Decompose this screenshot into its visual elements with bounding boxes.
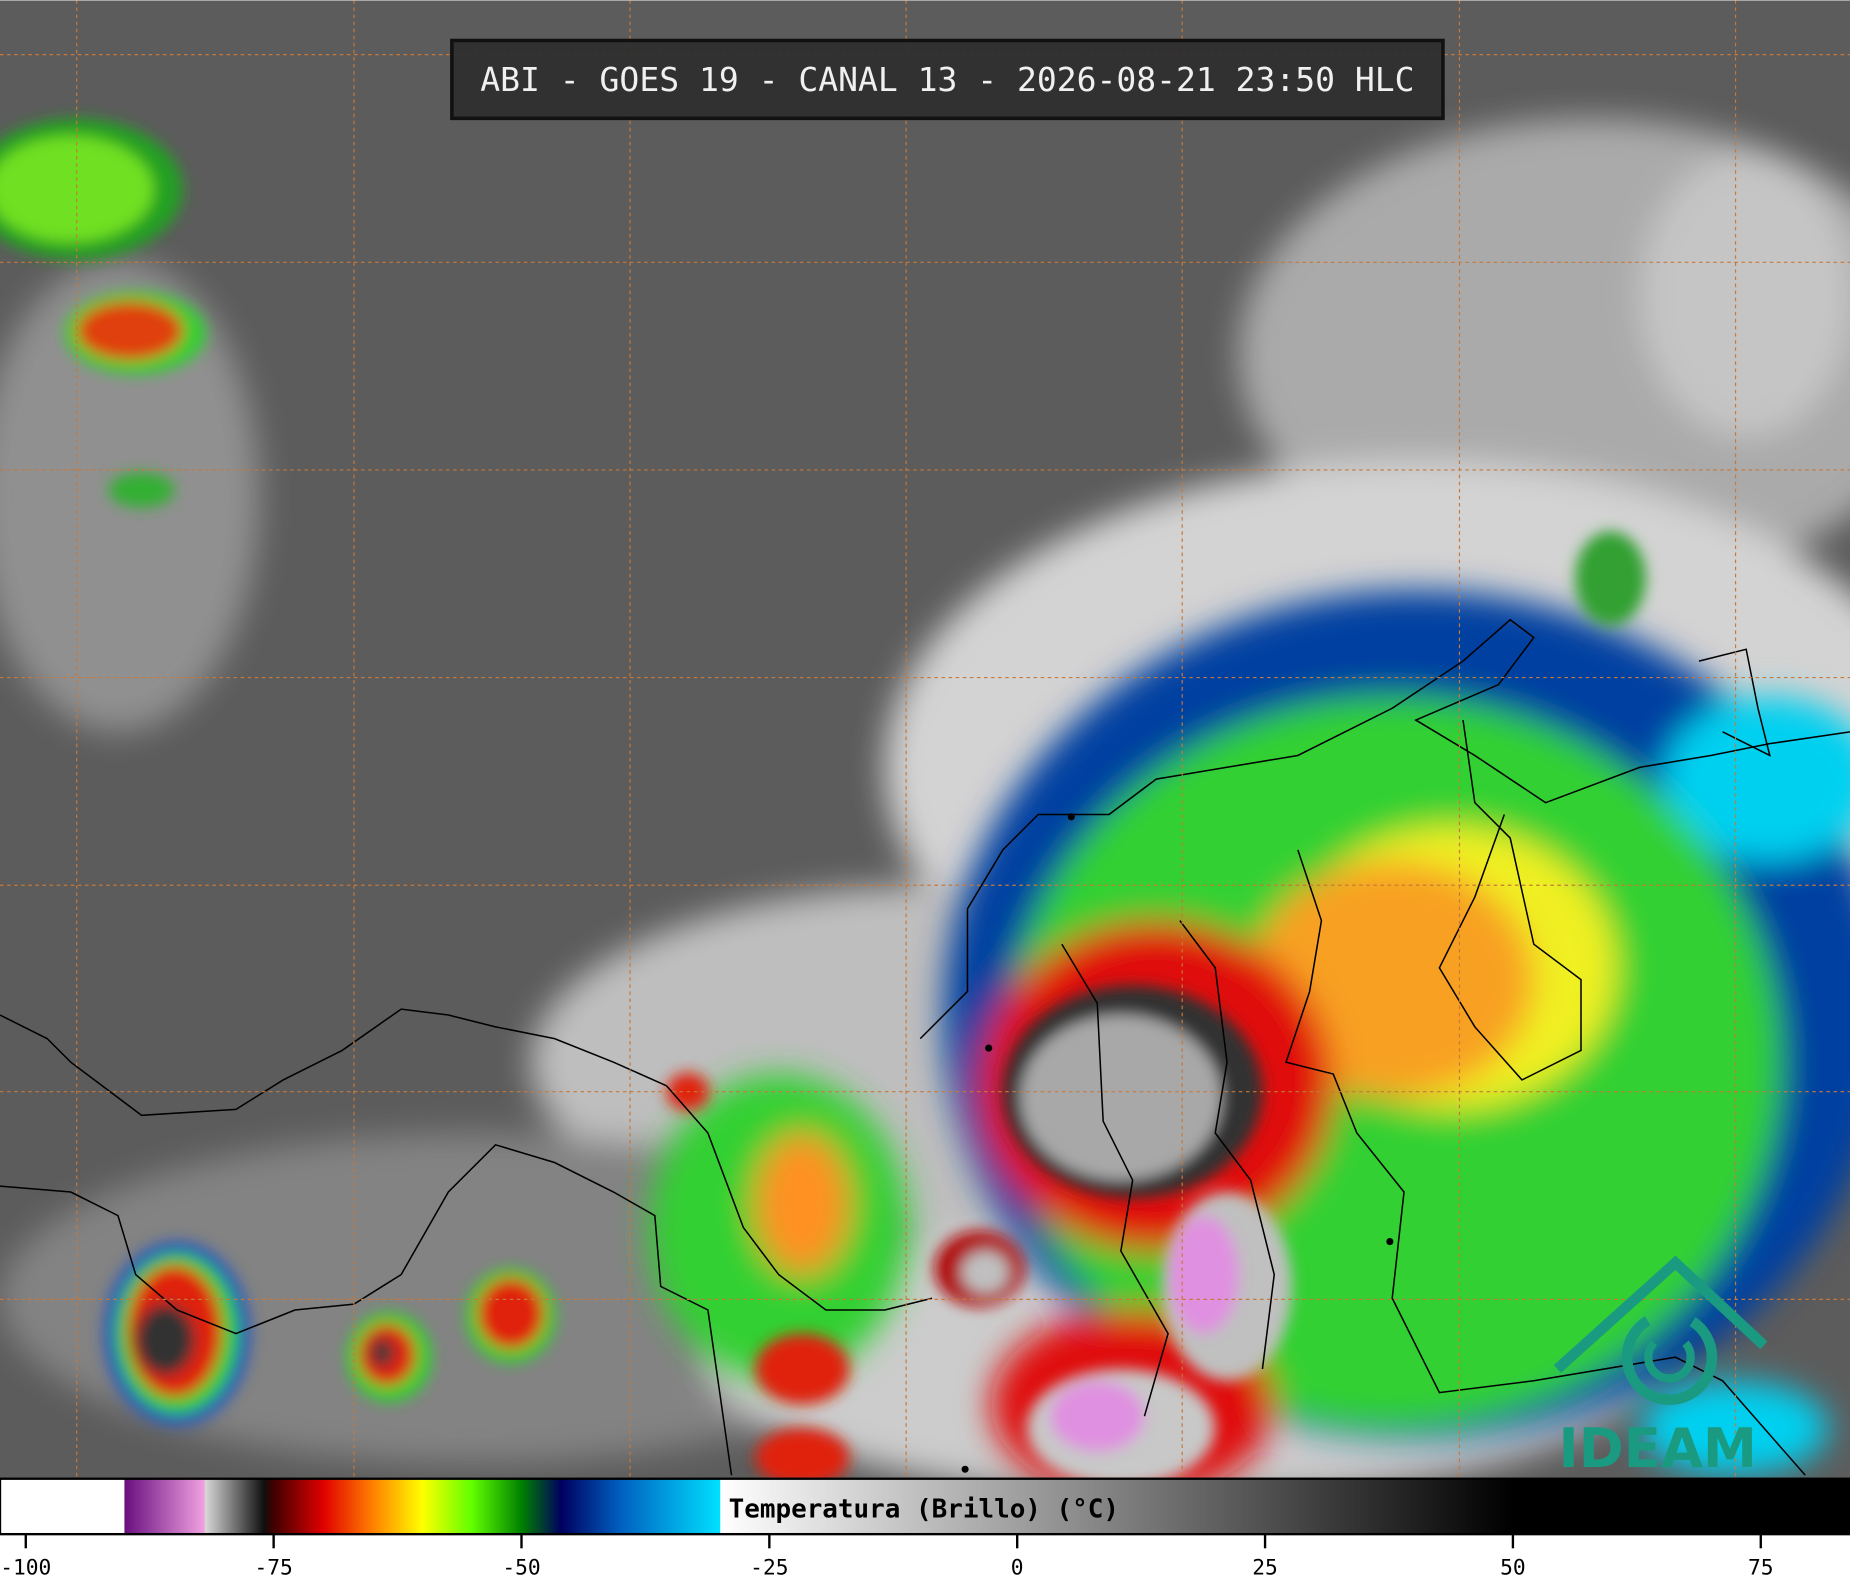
- tick-label: -75: [254, 1555, 292, 1577]
- tick-label: 75: [1748, 1555, 1774, 1577]
- tick-label: 50: [1500, 1555, 1526, 1577]
- tick-label: 25: [1252, 1555, 1278, 1577]
- imagery: IDEAM: [0, 0, 1850, 1480]
- tick-label: -50: [502, 1555, 540, 1577]
- graticule: [0, 0, 1850, 1478]
- logo: IDEAM: [1553, 1255, 1768, 1480]
- tick-label: -25: [750, 1555, 788, 1577]
- colorbar-label: Temperatura (Brillo) (°C): [729, 1495, 1119, 1525]
- colorbar: [0, 1477, 1850, 1536]
- tick-label: -100: [0, 1555, 51, 1577]
- title-box: [450, 38, 1445, 121]
- title: ABI - GOES 19 - CANAL 13 - 2026-08-21 23…: [480, 60, 1414, 99]
- tick-label: 0: [1011, 1555, 1024, 1577]
- colorbar-axis: -100 -75 -50 -25 0 25 50 75: [0, 1534, 1774, 1577]
- logo-text: IDEAM: [1559, 1417, 1757, 1480]
